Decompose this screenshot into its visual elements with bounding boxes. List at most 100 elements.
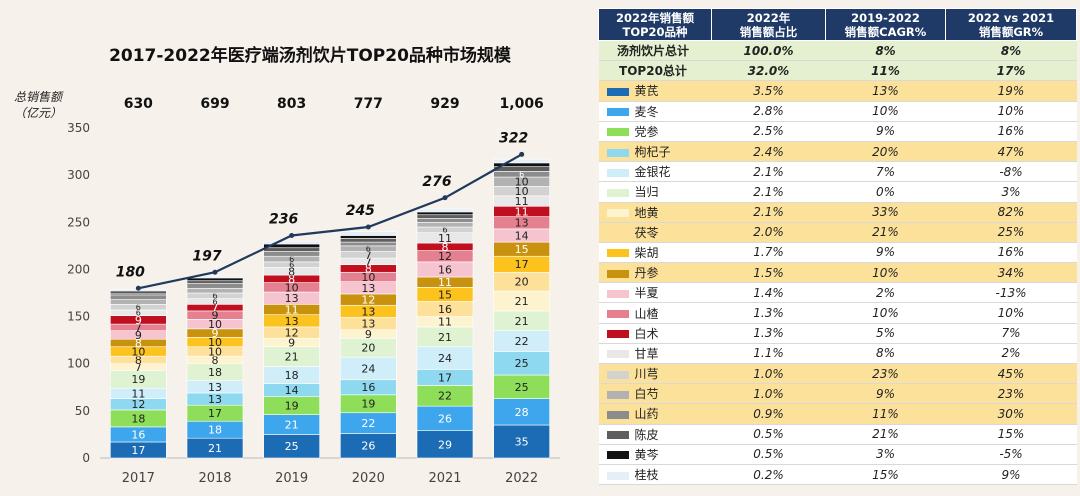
bar-segment-label: 11	[131, 387, 145, 400]
gr-value: 17%	[945, 60, 1077, 82]
bar-segment-label: 12	[131, 398, 145, 411]
bar-segment-label: 8	[135, 354, 142, 367]
bar-segment	[263, 251, 320, 257]
legend-swatch	[606, 431, 629, 440]
column-header-line: 销售额CAGR%	[844, 24, 927, 39]
bar-segment	[186, 277, 244, 282]
variety-cell: 陈皮	[598, 424, 712, 445]
bar-segment-label: 10	[131, 345, 145, 358]
variety-name: 丹参	[634, 266, 659, 281]
table-row: 黄芩 0.5% 3% -5%	[598, 444, 1077, 465]
cagr-value: 33%	[825, 202, 946, 223]
share-value: 2.5%	[711, 121, 826, 142]
y-tick-label: 50	[75, 404, 90, 418]
column-header-line: 销售额占比	[739, 24, 798, 39]
bar-segment-label: 26	[361, 440, 375, 453]
share-value: 2.0%	[711, 222, 826, 243]
bar-segment	[340, 241, 397, 247]
total-sales-label: 699	[200, 96, 229, 112]
bar-segment-label: 29	[438, 438, 452, 451]
gr-value: 3%	[945, 181, 1077, 203]
bar-segment-label: 8	[288, 273, 295, 286]
bar-segment-label: 9	[365, 328, 372, 341]
top20-total-label: 197	[192, 248, 221, 264]
top20-total-label: 236	[269, 211, 298, 227]
y-tick-label: 250	[67, 215, 90, 229]
bar-segment-label: 20	[361, 342, 375, 355]
gr-value: -5%	[945, 444, 1077, 465]
column-header-line: 2019-2022	[851, 10, 920, 25]
variety-name: 白术	[634, 326, 659, 341]
table-row: 黄芪 3.5% 13% 19%	[598, 80, 1077, 102]
bar-segment	[416, 430, 474, 459]
variety-cell: 桂枝	[598, 464, 712, 486]
bar-segment	[416, 214, 474, 219]
bar-segment-label: 17	[208, 407, 222, 420]
table-row: 甘草 1.1% 8% 2%	[598, 343, 1077, 365]
variety-cell: 白术	[598, 323, 712, 344]
variety-name: 白芍	[634, 387, 659, 402]
bar-segment-label: 13	[361, 318, 375, 331]
variety-name: 黄芩	[634, 447, 659, 462]
bar-segment-label: 19	[361, 398, 375, 411]
table-row: 麦冬 2.8% 10% 10%	[598, 101, 1077, 122]
bar-segment-label: 25	[515, 357, 529, 370]
bar-segment-label: 19	[285, 400, 299, 413]
bar-segment-label: 13	[285, 315, 299, 328]
legend-swatch	[606, 168, 629, 177]
cagr-value: 2%	[825, 282, 946, 304]
bar-segment-label: 9	[212, 327, 219, 340]
legend-swatch	[606, 148, 629, 157]
cagr-value: 8%	[825, 40, 946, 62]
legend-swatch	[606, 269, 629, 278]
variety-name: 桂枝	[634, 468, 659, 483]
table-header: 2022年销售额 TOP20品种 2022年 销售额占比 2019-2022 销售额CAG…	[598, 8, 1077, 41]
bar-segment-label: 13	[208, 381, 222, 394]
column-header: 2019-2022 销售额CAGR%	[825, 8, 946, 41]
bar-segment-label: 14	[515, 229, 529, 242]
top20-total-point	[135, 285, 141, 291]
bar-segment-label: 7	[365, 249, 372, 262]
stacked-bar-chart-panel: 2017-2022年医疗端汤剂饮片TOP20品种市场规模 总销售额 （亿元） 0 50 1…	[14, 45, 560, 486]
bar-segment-label: 16	[438, 263, 452, 276]
total-sales-label: 1,006	[500, 96, 544, 112]
share-value: 2.1%	[711, 202, 826, 223]
bar-segment-label: 11	[438, 276, 452, 289]
y-tick-label: 150	[67, 310, 90, 324]
bar-segment-label: 11	[438, 232, 452, 245]
table-body: 汤剂饮片总计 100.0% 8% 8% TOP20总计 32.0% 11% 17% 黄芪 3.5%…	[598, 40, 1077, 486]
gr-value: 30%	[945, 403, 1077, 425]
legend-swatch	[606, 370, 629, 379]
gr-value: 8%	[945, 40, 1077, 62]
table-row: 地黄 2.1% 33% 82%	[598, 202, 1077, 223]
share-value: 0.5%	[711, 424, 826, 445]
variety-cell: 当归	[598, 181, 712, 203]
cagr-value: 20%	[825, 141, 946, 163]
variety-cell: 丹参	[598, 262, 712, 284]
variety-name: 麦冬	[634, 104, 659, 119]
gr-value: 15%	[945, 424, 1077, 445]
variety-name: 黄芪	[634, 84, 659, 99]
bar-segment-label: 18	[285, 369, 299, 382]
share-value: 1.3%	[711, 323, 826, 344]
variety-cell: 川芎	[598, 363, 712, 385]
bar-segment-label: 35	[515, 435, 529, 448]
table-row: 山楂 1.3% 10% 10%	[598, 302, 1077, 324]
bar-segment-label: 21	[285, 418, 299, 431]
top20-total-point	[442, 195, 448, 201]
bar-segment-label: 7	[135, 321, 142, 334]
bar-segment-label: 6	[289, 261, 294, 270]
share-value: 2.1%	[711, 161, 826, 183]
bar-segment	[416, 208, 474, 213]
gr-value: 34%	[945, 262, 1077, 284]
column-header-line: 2022年销售额	[615, 10, 694, 25]
bar-segment	[186, 287, 244, 294]
bar-segment	[186, 280, 244, 284]
table-header-row: 2022年销售额 TOP20品种 2022年 销售额占比 2019-2022 销售额CAG…	[598, 8, 1077, 41]
table-row: 山药 0.9% 11% 30%	[598, 403, 1077, 425]
legend-swatch	[606, 108, 629, 117]
bar-segment-label: 22	[361, 417, 375, 430]
variety-cell: 山楂	[598, 302, 712, 324]
legend-swatch	[606, 87, 629, 96]
bar-segment	[493, 398, 550, 426]
